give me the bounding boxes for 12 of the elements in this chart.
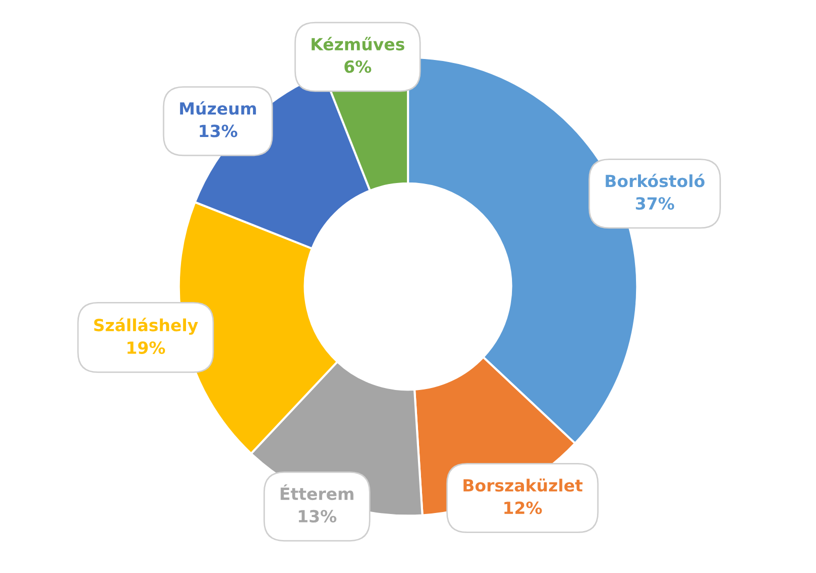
slice-label: Étterem <box>280 484 354 500</box>
slice-label: Borkóstoló <box>606 174 705 188</box>
data-label: 6% <box>344 60 372 73</box>
slice-label: Kézműves <box>312 36 404 50</box>
data-label: 37% <box>636 197 674 210</box>
slice-label: Szálláshely <box>94 318 198 335</box>
slice-label: Múzeum <box>180 101 256 115</box>
data-label: 13% <box>200 124 238 138</box>
data-label: 13% <box>298 510 336 523</box>
data-label: 12% <box>504 501 542 514</box>
slice-label: Borszaküzlet <box>464 478 583 492</box>
data-label: 19% <box>128 341 166 354</box>
